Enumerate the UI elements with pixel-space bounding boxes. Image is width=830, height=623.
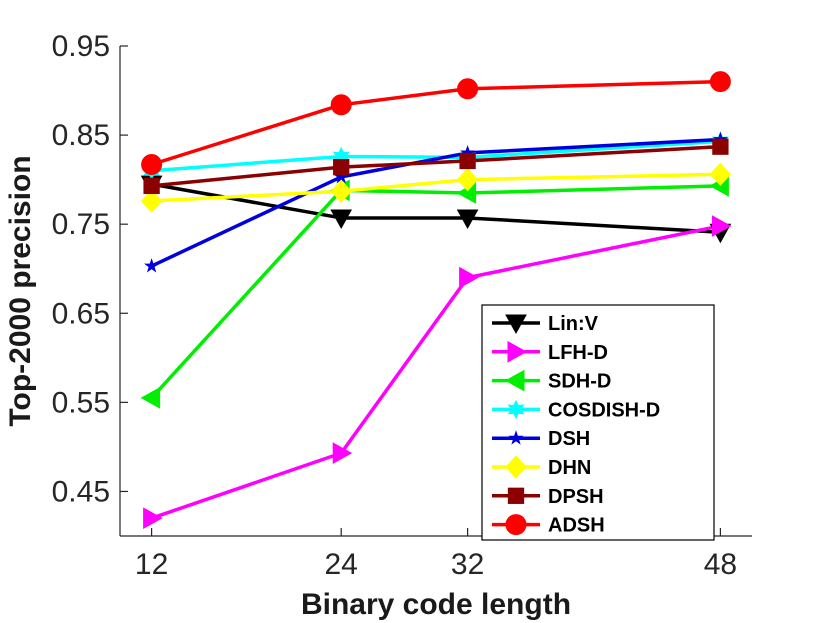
y-tick-label: 0.75	[52, 208, 110, 241]
legend-marker-dsh	[508, 430, 524, 445]
x-ticks: 12 24 32 48	[135, 528, 737, 581]
series-lines	[150, 79, 721, 520]
data-point-lfh-d	[143, 507, 163, 530]
data-point-dhn	[456, 167, 479, 192]
x-tick-label: 12	[135, 548, 168, 581]
y-axis-title: Top-2000 precision	[4, 155, 37, 426]
y-ticks: 0.45 0.55 0.65 0.75 0.85 0.95	[52, 30, 128, 508]
series-markers	[140, 71, 732, 530]
legend-label-dpsh: DPSH	[548, 486, 604, 508]
data-point-dsh	[144, 258, 160, 273]
x-tick-label: 48	[704, 548, 737, 581]
legend-marker-lin-v	[505, 314, 527, 335]
legend-marker-cosdish-d	[507, 399, 525, 420]
data-point-adsh	[709, 71, 731, 93]
legend-label-dhn: DHN	[548, 457, 591, 479]
data-point-dhn	[140, 189, 163, 213]
data-point-lfh-d	[711, 215, 732, 237]
data-point-dpsh	[712, 138, 729, 155]
data-point-lin-v	[456, 209, 479, 229]
legend-marker-adsh	[505, 514, 527, 536]
y-tick-label: 0.45	[52, 475, 110, 508]
data-point-lfh-d	[332, 442, 353, 464]
x-axis-title: Binary code length	[301, 588, 571, 621]
legend: Lin:V LFH-D SDH-D COSDISH-D DSH DHN DPSH ADSH	[481, 304, 715, 541]
legend-label-sdh-d: SDH-D	[548, 371, 611, 393]
data-point-dpsh	[459, 152, 476, 170]
y-tick-label: 0.65	[52, 297, 110, 330]
data-point-lfh-d	[459, 266, 479, 289]
y-tick-label: 0.55	[52, 386, 110, 419]
legend-marker-sdh-d	[504, 369, 525, 392]
series-line-dpsh	[151, 144, 721, 188]
data-point-dpsh	[333, 159, 350, 176]
series-line-dhn	[151, 172, 721, 203]
series-line-cosdish-d	[151, 139, 721, 173]
legend-label-lin-v: Lin:V	[548, 313, 599, 335]
data-point-dhn	[709, 162, 732, 187]
data-point-lin-v	[330, 209, 353, 229]
data-point-adsh	[141, 153, 163, 175]
data-point-sdh-d	[140, 387, 161, 409]
series-line-sdh-d	[150, 184, 721, 400]
y-tick-label: 0.95	[52, 30, 110, 63]
x-tick-label: 32	[451, 548, 484, 581]
legend-label-cosdish-d: COSDISH-D	[548, 399, 660, 421]
y-tick-label: 0.85	[52, 119, 110, 152]
data-point-dpsh	[143, 177, 160, 195]
data-point-adsh	[330, 94, 352, 116]
legend-label-lfh-d: LFH-D	[548, 342, 608, 364]
legend-label-adsh: ADSH	[548, 515, 605, 537]
series-line-lin-v	[151, 182, 721, 234]
data-point-adsh	[457, 78, 479, 100]
legend-label-dsh: DSH	[548, 428, 590, 450]
series-line-lfh-d	[151, 224, 721, 520]
data-point-dhn	[330, 179, 352, 203]
legend-marker-dpsh	[507, 487, 525, 504]
series-line-adsh	[151, 79, 721, 167]
legend-marker-dhn	[505, 455, 527, 479]
legend-marker-lfh-d	[507, 340, 528, 363]
x-tick-label: 24	[325, 548, 358, 581]
